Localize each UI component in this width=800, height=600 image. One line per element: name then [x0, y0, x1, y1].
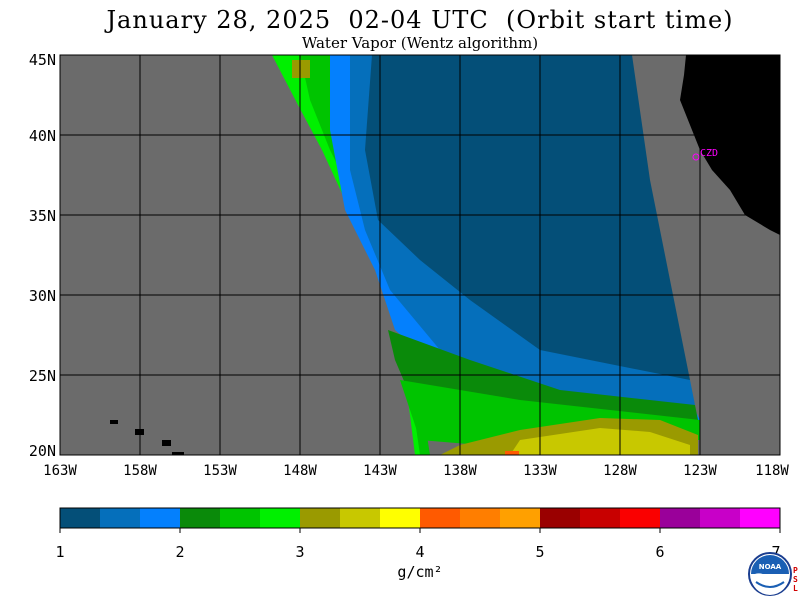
colorbar-cell [740, 508, 781, 528]
lon-label-128w: 128W [603, 463, 637, 479]
land-coastline [680, 55, 780, 235]
lon-label-123w: 123W [683, 463, 717, 479]
map-frame [59, 54, 781, 456]
island-maui [162, 440, 171, 446]
colorbar-units: g/cm² [397, 563, 443, 581]
psl-letter-s: S [793, 575, 798, 584]
swath-patch-olive [292, 60, 310, 78]
lat-label-40n: 40N [28, 127, 56, 145]
colorbar-cell [220, 508, 261, 528]
island-kauai [110, 420, 118, 424]
swath-patch-orange [505, 451, 519, 455]
colorbar-cell [660, 508, 701, 528]
lat-label-30n: 30N [28, 287, 56, 305]
psl-letter-l: L [793, 584, 798, 593]
lat-label-25n: 25N [28, 367, 56, 385]
station-marker [692, 153, 700, 161]
colorbar-cell [700, 508, 741, 528]
lon-label-153w: 153W [203, 463, 237, 479]
colorbar-cell [180, 508, 221, 528]
colorbar-cell [100, 508, 141, 528]
colorbar-cell [260, 508, 301, 528]
swath-layer [110, 55, 780, 455]
colorbar-cell [620, 508, 661, 528]
colorbar-tick-4: 4 [415, 543, 425, 561]
colorbar-cell [420, 508, 461, 528]
colorbar-cell [380, 508, 421, 528]
lat-label-20n: 20N [28, 442, 56, 460]
colorbar-cell [580, 508, 621, 528]
lon-label-158w: 158W [123, 463, 157, 479]
colorbar-cell [540, 508, 581, 528]
lon-label-143w: 143W [363, 463, 397, 479]
noaa-logo-text: NOAA [759, 563, 782, 571]
lon-label-148w: 148W [283, 463, 317, 479]
lat-label-35n: 35N [28, 207, 56, 225]
colorbar-cell [300, 508, 341, 528]
colorbar-tick-6: 6 [655, 543, 665, 561]
chart-title: January 28, 2025 02-04 UTC (Orbit start … [106, 6, 734, 34]
colorbar-cell [500, 508, 541, 528]
lon-label-138w: 138W [443, 463, 477, 479]
lat-label-45n: 45N [28, 51, 56, 69]
station-label: CZD [700, 148, 718, 159]
chart-subtitle: Water Vapor (Wentz algorithm) [301, 34, 539, 52]
swath-blue-mid [350, 55, 695, 405]
lon-label-163w: 163W [43, 463, 77, 479]
swath-green-mid [300, 55, 430, 455]
colorbar-cell [460, 508, 501, 528]
psl-letter-p: P [793, 566, 798, 575]
colorbar-tick-2: 2 [175, 543, 185, 561]
noaa-logo: NOAA [748, 552, 792, 596]
colorbar-tick-7: 7 [771, 543, 781, 561]
colorbar-tick-3: 3 [295, 543, 305, 561]
lon-label-118w: 118W [755, 463, 789, 479]
swath-blue-bright [330, 55, 700, 430]
swath-band-yellow2 [510, 428, 690, 455]
colorbar [60, 508, 781, 528]
colorbar-tick-marks [59, 528, 781, 533]
island-hawaii [172, 452, 184, 455]
colorbar-tick-1: 1 [55, 543, 65, 561]
colorbar-cell [140, 508, 181, 528]
map-grid [60, 55, 780, 455]
swath-dark-blue [365, 55, 690, 380]
colorbar-cell [60, 508, 101, 528]
colorbar-tick-5: 5 [535, 543, 545, 561]
lon-label-133w: 133W [523, 463, 557, 479]
colorbar-cell [340, 508, 381, 528]
